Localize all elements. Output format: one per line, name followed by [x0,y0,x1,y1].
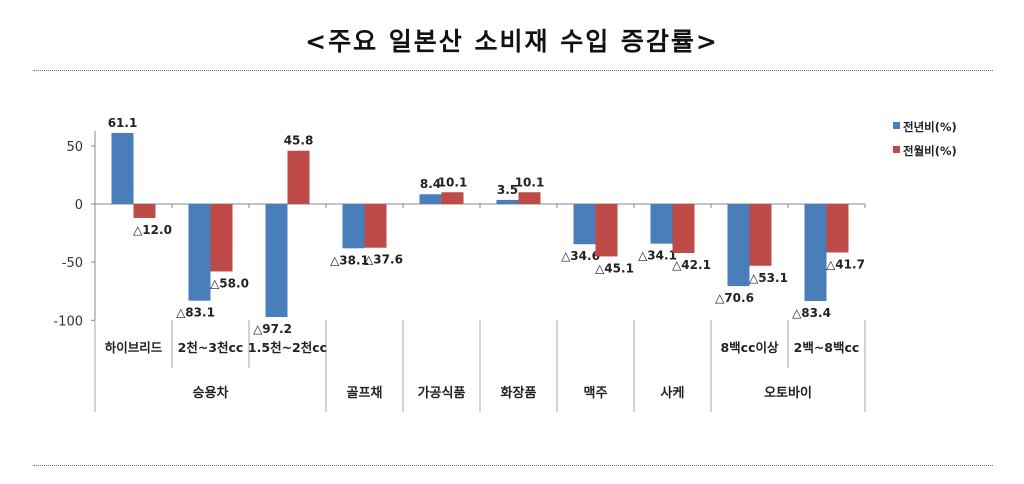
top-divider [33,70,993,71]
data-label: 10.1 [515,175,545,189]
data-label: △34.6 [561,249,600,263]
bar-yoy [727,204,750,287]
group-label: 승용차 [193,385,229,401]
bar-mom [441,192,464,204]
data-label: △83.4 [792,306,831,320]
bar-mom [518,192,541,204]
bar-mom [364,204,387,248]
group-label: 가공식품 [418,385,466,401]
group-label: 화장품 [501,385,537,401]
group-label: 맥주 [584,385,608,401]
data-label: △83.1 [176,306,215,320]
data-label: 8.4 [420,177,441,191]
data-label: 3.5 [497,183,518,197]
category-label: 2천~3천cc [178,340,244,355]
bar-yoy [650,204,673,244]
bar-mom [595,204,618,257]
bar-mom [133,204,156,218]
group-label: 골프채 [347,386,383,401]
data-label: △34.1 [638,249,677,263]
bar-mom [287,150,310,204]
data-label: △41.7 [826,257,865,271]
data-label: △58.0 [210,276,249,290]
bar-mom [749,204,772,266]
data-label: △38.1 [330,253,369,267]
legend-swatch [893,122,900,129]
bar-yoy [188,204,211,301]
bar-yoy [419,194,442,204]
y-tick-label: -50 [62,256,83,271]
data-label: △12.0 [133,223,172,237]
data-label: △37.6 [364,253,403,267]
data-label: △42.1 [672,258,711,272]
bar-mom [210,204,233,272]
data-label: △70.6 [715,291,754,305]
category-label: 하이브리드 [105,340,163,355]
bar-yoy [496,199,519,204]
data-label: 45.8 [284,134,314,148]
category-label: 8백cc이상 [720,340,779,355]
bar-yoy [573,204,596,245]
y-tick-label: -100 [53,314,83,329]
group-label: 사케 [661,385,685,401]
y-tick-label: 50 [66,140,83,155]
category-label: 2백~8백cc [794,340,860,355]
chart-title: <주요 일본산 소비재 수입 증감률> [305,27,719,56]
y-tick-label: 0 [75,198,83,213]
legend-label: 전년비(%) [903,120,957,134]
bottom-divider [33,465,993,466]
bar-yoy [265,204,288,318]
bar-yoy [342,204,365,249]
data-label: △45.1 [595,261,634,275]
legend-swatch [893,146,900,153]
bar-mom [826,204,849,253]
bar-mom [672,204,695,253]
data-label: 61.1 [108,116,138,130]
data-label: △53.1 [749,271,788,285]
bar-yoy [804,204,827,301]
group-label: 오토바이 [764,385,812,401]
data-label: △97.2 [253,322,292,336]
bar-yoy [111,132,134,204]
legend-label: 전월비(%) [903,144,957,158]
category-label: 1.5천~2천cc [248,340,327,355]
data-label: 10.1 [438,175,468,189]
